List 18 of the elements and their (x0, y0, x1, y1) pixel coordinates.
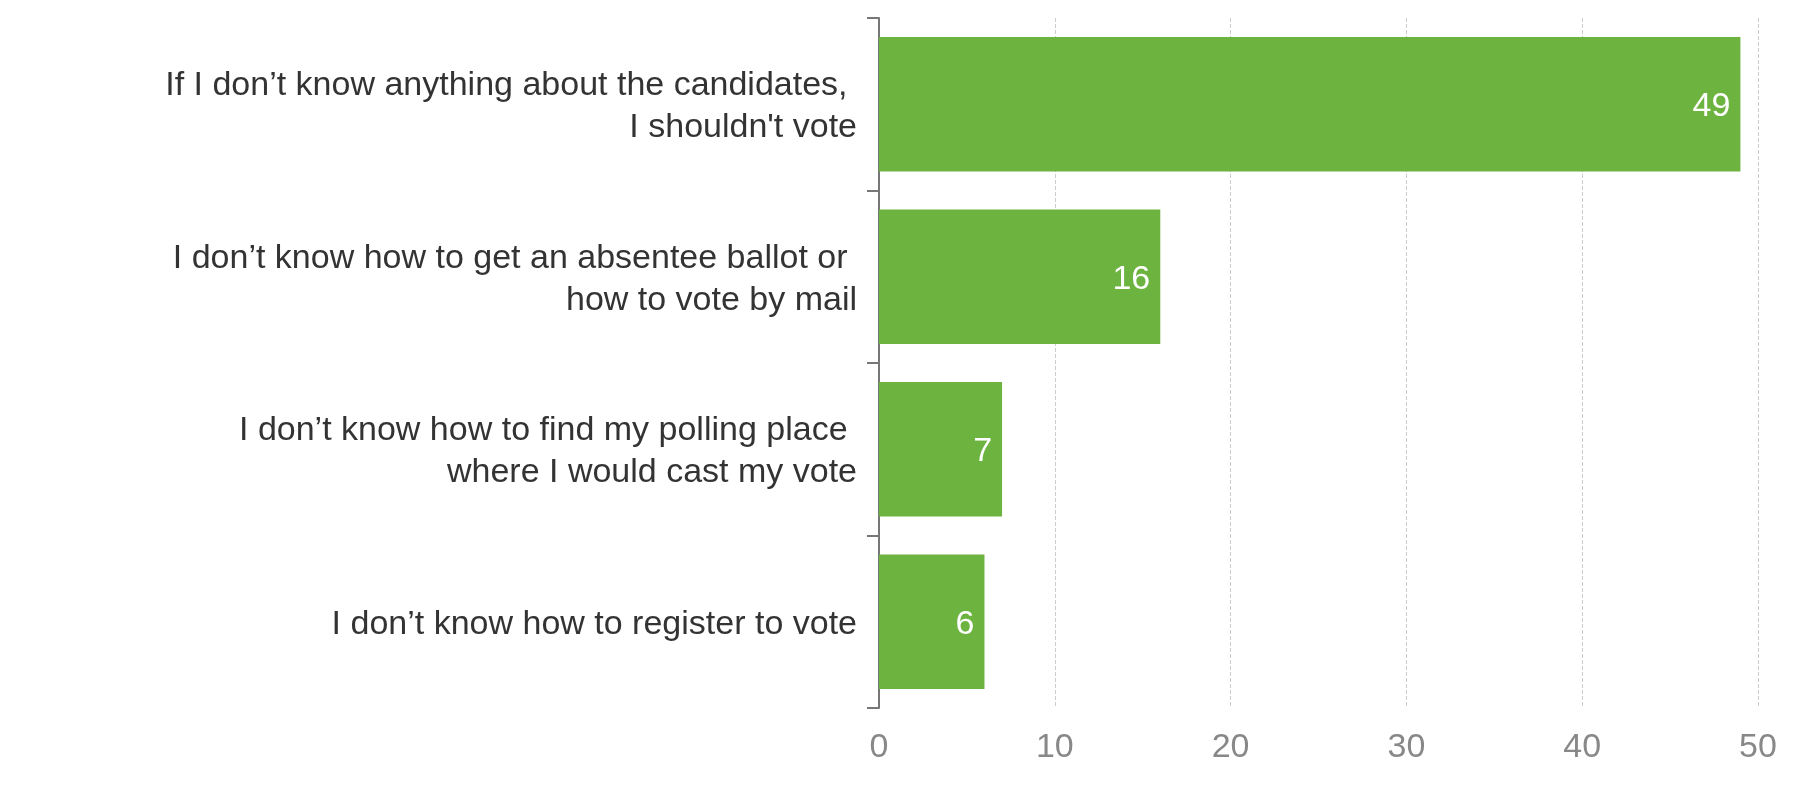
data-label: 49 (1692, 85, 1731, 124)
x-tick-label: 50 (1739, 726, 1777, 764)
y-tick-label: I don’t know how to register to vote (331, 602, 857, 641)
y-tick-label: I don’t know how to get an absentee ballot or how to vote by mail (172, 236, 857, 317)
x-tick-label: 40 (1563, 726, 1602, 764)
data-label: 6 (955, 602, 975, 641)
x-tick-label: 30 (1387, 726, 1426, 764)
x-tick-label: 10 (1035, 726, 1074, 764)
x-tick-label: 0 (869, 726, 889, 764)
y-tick-label: I don’t know how to find my polling place where I would cast my vote (238, 409, 857, 490)
bar (879, 554, 985, 690)
bar (879, 381, 1003, 517)
data-label: 16 (1112, 257, 1151, 296)
bar (879, 209, 1161, 345)
x-tick-label: 20 (1211, 726, 1250, 764)
bar (879, 36, 1741, 172)
data-label: 7 (973, 430, 993, 469)
y-tick-label: If I don’t know anything about the candidates, I shouldn't vote (165, 64, 857, 145)
